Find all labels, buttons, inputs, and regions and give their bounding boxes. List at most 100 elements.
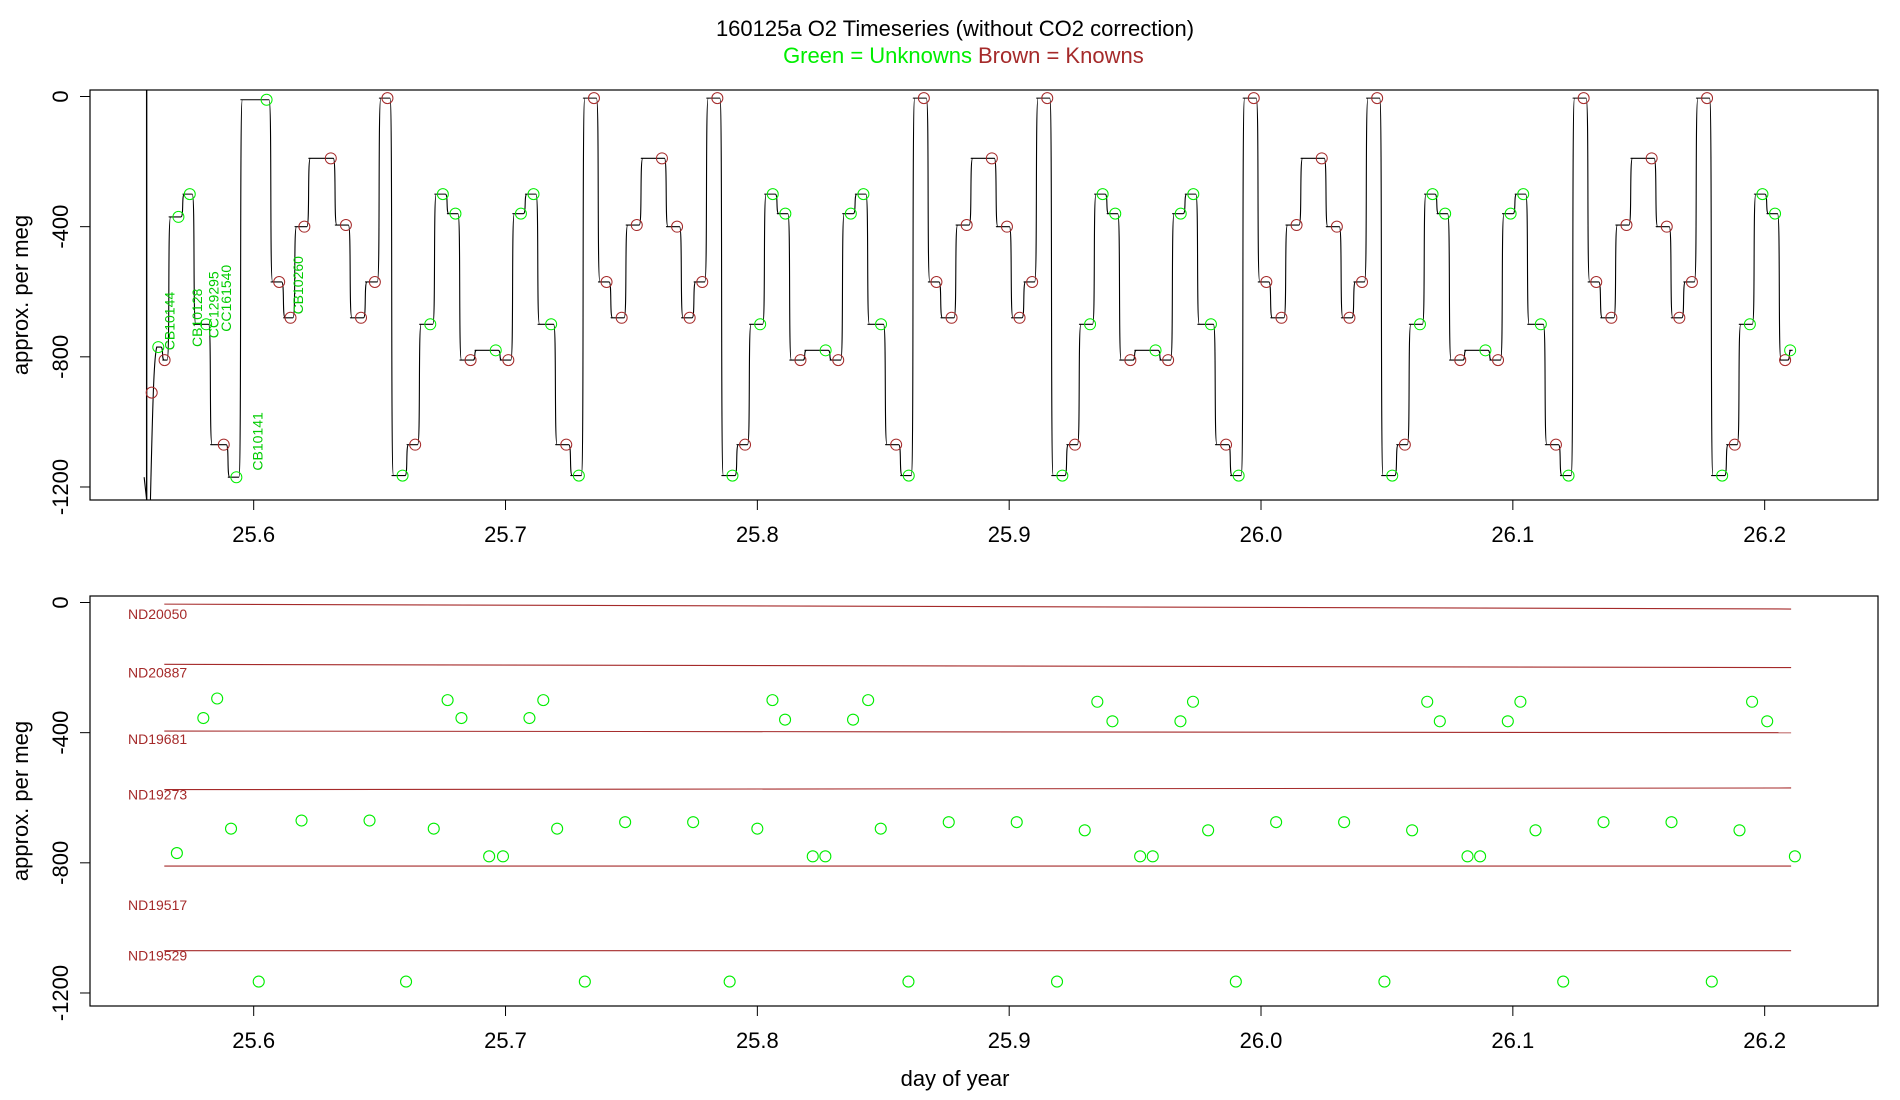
known-marker <box>1779 354 1792 367</box>
unknown-point <box>862 694 875 707</box>
unknown-point <box>1746 695 1759 708</box>
known-marker <box>1728 438 1741 451</box>
unknown-point <box>1557 975 1570 988</box>
unknown-point <box>523 711 536 725</box>
unknown-point <box>170 847 183 860</box>
unknown-marker <box>779 207 792 220</box>
unknown-point <box>1761 715 1774 728</box>
unknown-point <box>441 694 454 707</box>
unknown-point <box>537 694 550 707</box>
unknown-point <box>1050 975 1064 988</box>
unknown-marker <box>1096 188 1109 201</box>
unknown-point <box>252 975 265 988</box>
sample-label: CB10128 <box>189 288 205 347</box>
unknown-point <box>1433 715 1446 728</box>
bottom-plot-content: ND20050 ND20887 ND19681 ND19273 ND19517 ND195… <box>128 603 1801 988</box>
unknown-point <box>496 850 510 863</box>
known-label: ND20050 <box>128 606 187 622</box>
unknown-point <box>806 850 819 863</box>
bottom-x-tick-label: 25.6 <box>232 1028 275 1053</box>
unknown-marker <box>1562 469 1575 482</box>
top-y-tick-label: -400 <box>48 205 73 249</box>
sample-label: CC161540 <box>218 265 234 332</box>
bottom-x-tick-label: 26.1 <box>1491 1028 1534 1053</box>
known-label: ND19681 <box>128 731 187 747</box>
unknown-point <box>1229 975 1242 988</box>
unknown-marker <box>260 93 273 106</box>
unknown-marker <box>1204 318 1217 331</box>
top-x-tick-label: 26.2 <box>1743 522 1786 547</box>
known-marker <box>671 220 684 233</box>
known-marker <box>1068 438 1081 451</box>
known-marker <box>1315 152 1328 165</box>
unknown-marker <box>857 188 870 201</box>
unknown-marker <box>183 188 196 201</box>
known-marker <box>1590 275 1603 288</box>
unknown-marker <box>1439 207 1452 220</box>
unknown-marker <box>396 469 409 482</box>
known-marker <box>832 354 845 367</box>
unknown-marker <box>152 341 165 354</box>
unknown-point <box>1378 975 1391 988</box>
unknown-point <box>1421 695 1434 708</box>
unknown-marker <box>424 318 437 331</box>
bottom-x-axis: 25.6 25.7 25.8 25.9 26.0 26.1 26.2 <box>232 1006 1786 1053</box>
known-label: ND19517 <box>128 897 187 913</box>
known-marker <box>1026 275 1039 288</box>
sample-label: CC129295 <box>205 271 221 338</box>
known-marker <box>1620 219 1633 232</box>
unknown-point <box>766 694 779 707</box>
known-marker <box>630 219 643 232</box>
unknown-marker <box>449 207 462 220</box>
bottom-x-axis-label: day of year <box>901 1066 1010 1091</box>
known-marker <box>696 275 709 288</box>
bottom-plot-frame <box>89 595 1879 1007</box>
known-label: ND19529 <box>128 948 187 964</box>
known-marker <box>381 92 394 105</box>
known-marker <box>324 152 337 165</box>
trace-line <box>143 97 1793 501</box>
bottom-x-tick-label: 25.8 <box>736 1028 779 1053</box>
unknown-point <box>1461 850 1474 863</box>
known-marker <box>794 354 807 367</box>
unknown-point <box>1174 715 1187 728</box>
unknown-marker <box>200 318 213 331</box>
known-marker <box>1330 220 1343 233</box>
unknown-point <box>483 850 496 863</box>
bottom-x-tick-label: 25.9 <box>988 1028 1031 1053</box>
unknown-marker <box>1716 469 1729 482</box>
known-label: ND20887 <box>128 664 187 680</box>
unknown-point <box>427 822 440 835</box>
unknown-point <box>874 822 887 835</box>
unknown-point <box>1078 824 1091 837</box>
unknown-marker <box>1426 188 1439 201</box>
unknown-marker <box>436 188 449 201</box>
unknown-point <box>619 816 632 829</box>
known-marker <box>145 386 158 399</box>
known-marker <box>1645 152 1658 165</box>
top-x-tick-label: 25.7 <box>484 522 527 547</box>
unknown-marker <box>1517 188 1530 201</box>
top-y-tick-label: -800 <box>48 335 73 379</box>
unknown-point <box>819 850 832 863</box>
known-marker <box>1492 354 1505 367</box>
bottom-y-axis: 0 -400 -800 -1200 <box>48 596 90 1021</box>
unknown-marker <box>572 469 585 482</box>
unknown-marker <box>766 188 779 201</box>
known-marker <box>339 219 352 232</box>
known-marker <box>1220 438 1233 451</box>
bottom-y-tick-label: -400 <box>48 711 73 755</box>
unknown-point <box>1202 824 1215 837</box>
unknown-marker <box>1479 344 1492 357</box>
unknown-point <box>551 822 564 835</box>
known-marker <box>1577 92 1590 105</box>
unknown-marker <box>230 471 243 484</box>
known-marker <box>1701 92 1714 105</box>
known-marker <box>930 275 943 288</box>
known-marker <box>890 438 903 451</box>
unknown-point <box>363 814 376 827</box>
bottom-y-tick-label: 0 <box>48 596 73 608</box>
known-marker <box>409 438 422 451</box>
